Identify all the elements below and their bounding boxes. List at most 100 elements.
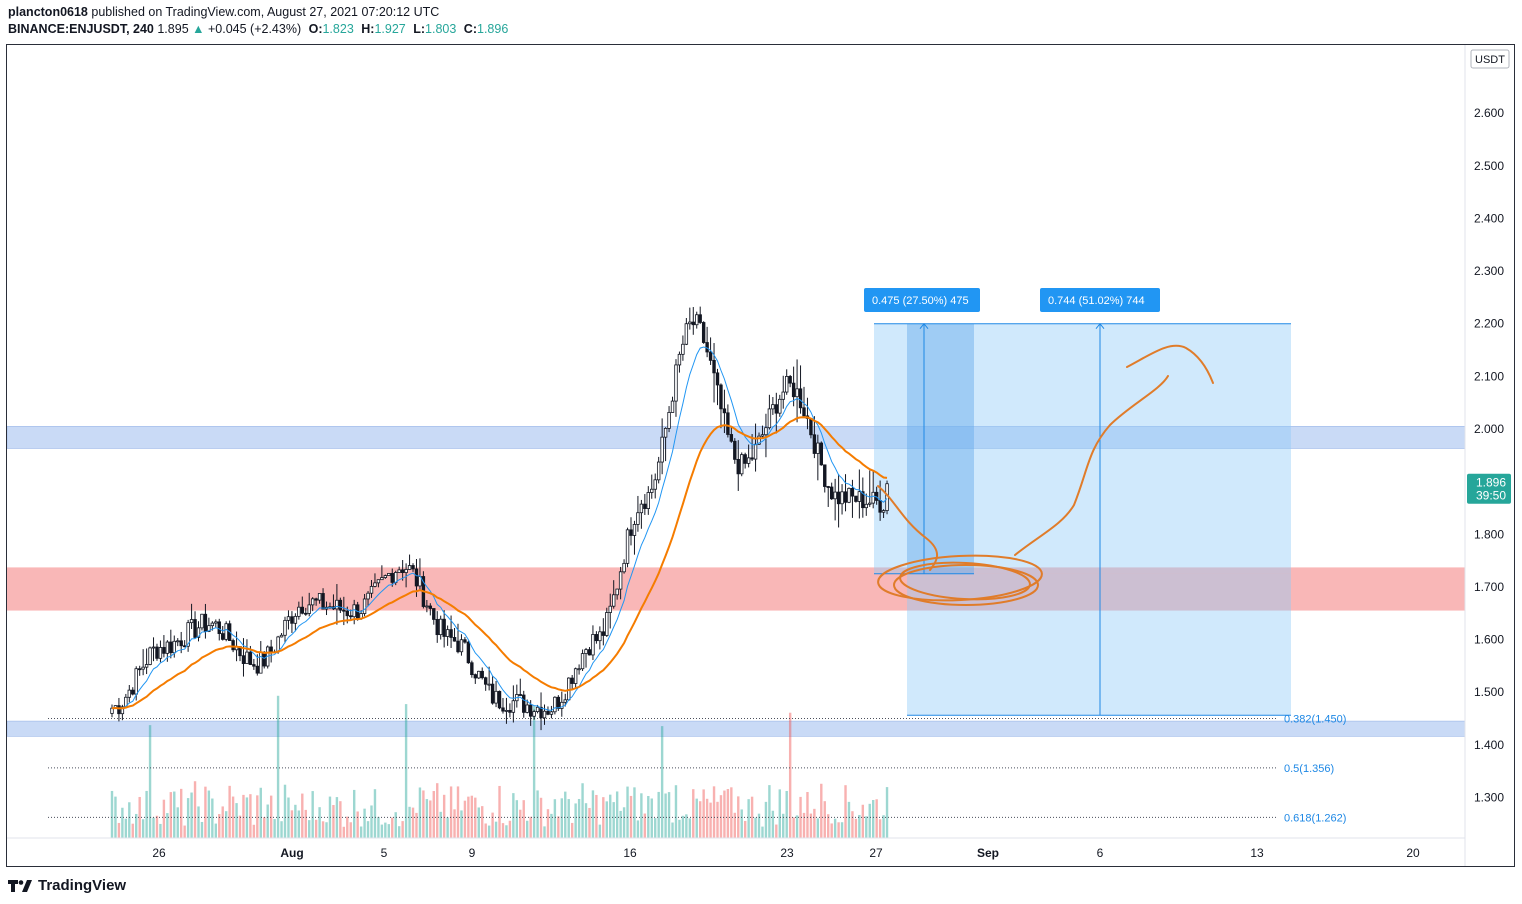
price-tick-label: 1.800 (1474, 527, 1504, 541)
candle (189, 603, 194, 630)
volume-bar (688, 818, 692, 838)
volume-bar (667, 792, 671, 838)
candle-body (698, 314, 702, 323)
currency-label-box: USDT (1470, 49, 1510, 69)
candle-body (570, 677, 574, 684)
candle-body (262, 651, 266, 667)
close-label: C: (463, 22, 477, 36)
candle-body (643, 503, 647, 509)
candle-body (632, 524, 637, 536)
candle (615, 588, 619, 600)
volume-bar (135, 813, 138, 838)
author-name[interactable]: plancton0618 (8, 5, 88, 19)
candle (643, 494, 647, 515)
volume-bar (238, 815, 242, 838)
volume-bar (605, 801, 608, 838)
volume-bar (425, 799, 429, 838)
candle-body (349, 615, 353, 618)
drawn-target-arc (1126, 344, 1214, 384)
tradingview-brand[interactable]: TradingView (8, 877, 126, 894)
candle-body (317, 593, 322, 601)
candle (587, 647, 592, 656)
symbol-name[interactable]: BINANCE:ENJUSDT, 240 (8, 22, 154, 36)
candle (252, 658, 256, 670)
candle (110, 704, 114, 718)
chart-frame[interactable] (6, 44, 1515, 867)
low-value: 1.803 (425, 22, 457, 36)
candle-body (456, 640, 460, 653)
candle (663, 427, 668, 462)
candle (304, 607, 308, 616)
candle-body (490, 683, 495, 704)
candle-body (283, 619, 287, 636)
candle-body (362, 598, 367, 614)
candle-body (847, 487, 851, 503)
volume-bar (484, 823, 487, 838)
candle-body (200, 613, 204, 629)
volume-bar (391, 817, 394, 838)
candle-body (802, 407, 806, 417)
candle-body (473, 674, 477, 679)
ema-slow-line (111, 416, 888, 710)
candle (494, 681, 498, 708)
volume-bar (228, 785, 231, 838)
volume-bar (820, 783, 823, 838)
candle (584, 647, 588, 668)
candle-body (788, 376, 792, 384)
volume-bar (224, 811, 228, 838)
volume-bar (474, 797, 477, 838)
volume-bar (353, 789, 356, 838)
volume-bar (436, 783, 439, 838)
volume-bar (200, 821, 204, 838)
candle (390, 568, 394, 587)
candle (300, 596, 304, 615)
candle-body (729, 434, 734, 442)
candle-body (771, 404, 775, 410)
drawn-breakout-path (1014, 375, 1169, 556)
candle-body (878, 500, 882, 513)
projection-upper-box (874, 323, 1291, 574)
volume-bar (408, 806, 411, 838)
support-zone (7, 567, 1465, 611)
candle-body (304, 612, 308, 615)
candle-body (701, 322, 706, 343)
candle-body (791, 382, 796, 398)
volume-bar (297, 810, 301, 838)
measure-label: 0.744 (51.02%) 744 (1040, 288, 1160, 312)
candle (591, 625, 595, 661)
candles-layer (110, 306, 889, 731)
candle (127, 684, 131, 703)
volume-bar (439, 811, 442, 838)
volume-bar (702, 789, 705, 838)
volume-bar (380, 824, 384, 838)
candle (650, 474, 654, 499)
candle (719, 383, 723, 429)
candle-body (224, 623, 228, 640)
candle (522, 690, 526, 718)
published-text: published on TradingView.com, August 27,… (91, 5, 440, 19)
volume-bar (740, 809, 743, 838)
volume-bar (359, 826, 363, 838)
candle-body (369, 586, 374, 594)
candle-body (179, 640, 183, 647)
candle-body (650, 488, 654, 493)
candle (380, 565, 384, 581)
candle (477, 670, 481, 680)
volume-bar (640, 793, 643, 838)
candle-body (809, 418, 813, 436)
ema-fast-line (111, 346, 888, 711)
candle-body (746, 457, 751, 464)
volume-bar (487, 825, 491, 838)
candle-body (712, 359, 716, 374)
candle (843, 474, 848, 512)
candle-body (587, 649, 592, 656)
candle-body (580, 653, 585, 670)
volume-bar (761, 826, 764, 838)
candle-body (740, 454, 744, 475)
candle (151, 637, 156, 662)
volume-bar (494, 821, 498, 838)
candle (681, 335, 685, 361)
time-tick-label: 26 (152, 846, 166, 860)
volume-bar (477, 807, 480, 838)
